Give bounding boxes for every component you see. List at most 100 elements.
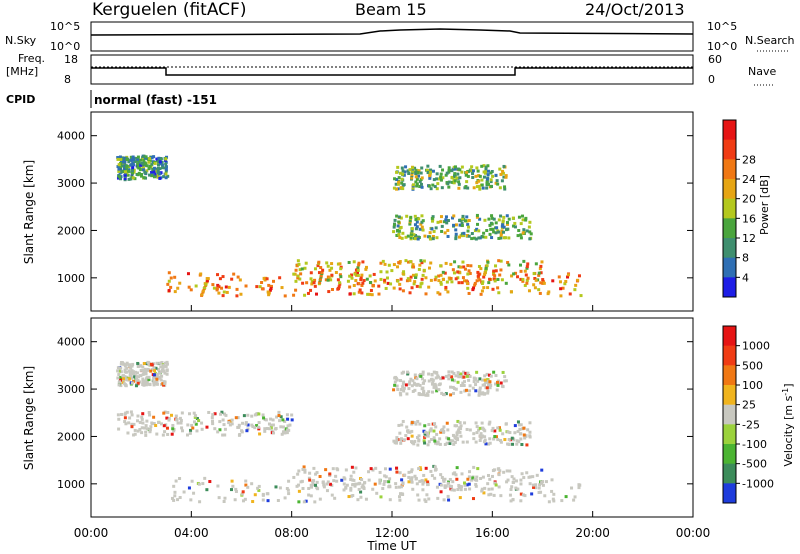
velocity-pixel [178,477,182,481]
velocity-pixel [451,472,455,476]
power-pixel [119,177,123,181]
velocity-pixel [148,413,152,417]
velocity-pixel [189,498,193,502]
velocity-pixel [133,432,137,436]
power-pixel [137,171,141,175]
velocity-pixel [475,431,479,435]
velocity-pixel [411,487,415,491]
power-pixel [519,233,523,237]
velocity-pixel [471,476,475,480]
velocity-pixel [211,422,215,426]
power-pixel [158,158,162,162]
power-pixel [446,182,450,186]
velocity-pixel [564,495,568,499]
power-pixel [136,162,140,166]
velocity-pixel [476,467,480,471]
power-pixel [131,171,135,175]
velocity-pixel [511,442,515,446]
velocity-pixel [467,393,471,397]
velocity-pixel [152,422,156,426]
power-pixel [460,281,464,285]
velocity-pixel [511,498,515,502]
velocity-pixel [452,488,456,492]
power-pixel [429,168,433,172]
velocity-pixel [137,375,141,379]
nave-tick-top: 60 [708,53,722,66]
velocity-pixel [395,466,399,470]
velocity-pixel [333,496,337,500]
power-pixel [450,176,454,180]
velocity-pixel [342,488,346,492]
velocity-pixel [413,373,417,377]
power-pixel [330,262,334,266]
power-pixel [330,287,334,291]
velocity-pixel [406,437,410,441]
velocity-pixel [347,495,351,499]
freq-tick-bottom: 8 [64,73,71,86]
power-pixel [542,281,546,285]
power-pixel [123,173,127,177]
x-tick-label: 16:00 [475,526,510,540]
power-pixel [396,182,400,186]
velocity-pixel [383,474,387,478]
power-pixel [433,278,437,282]
velocity-pixel [438,437,442,441]
velocity-pixel [190,479,194,483]
velocity-pixel [367,470,371,474]
power-pixel [457,265,461,269]
velocity-pixel [157,420,161,424]
power-pixel [125,169,129,173]
velocity-pixel [349,488,353,492]
power-pixel [260,287,264,291]
cpid-text: normal (fast) -151 [94,93,217,107]
velocity-pixel [149,362,153,366]
velocity-pixel [362,485,366,489]
velocity-pixel [398,391,402,395]
velocity-pixel [488,420,492,424]
velocity-pixel [378,470,382,474]
power-pixel [475,227,479,231]
power-pixel [313,267,317,271]
power-pixel [538,291,542,295]
velocity-pixel [478,377,482,381]
power-pixel [377,284,381,288]
power-pixel [310,282,314,286]
colorbar-tick-label: 100 [742,379,763,392]
velocity-pixel [328,472,332,476]
velocity-pixel [435,389,439,393]
velocity-pixel [158,371,162,375]
velocity-pixel [279,425,283,429]
power-pixel [156,175,160,179]
velocity-pixel [163,430,167,434]
velocity-pixel [256,486,260,490]
velocity-pixel [401,419,405,423]
power-pixel [500,229,504,233]
power-pixel [419,171,423,175]
velocity-pixel [521,493,525,497]
power-pixel [493,274,497,278]
velocity-pixel [328,482,332,486]
power-pixel [441,270,445,274]
velocity-pixel [315,486,319,490]
velocity-pixel [170,496,174,500]
power-pixel [481,186,485,190]
velocity-pixel [450,375,454,379]
velocity-pixel [307,476,311,480]
velocity-pixel [508,469,512,473]
power-pixel [294,268,298,272]
power-pixel [267,283,271,287]
velocity-pixel [416,493,420,497]
power-pixel [413,223,417,227]
velocity-pixel [523,494,527,498]
power-pixel [444,173,448,177]
velocity-pixel [257,412,261,416]
power-pixel [434,275,438,279]
power-pixel [499,259,503,263]
velocity-scatter [116,360,582,504]
power-pixel [236,275,240,279]
velocity-pixel [118,380,122,384]
velocity-pixel [277,410,281,414]
power-pixel [119,158,123,162]
velocity-pixel [350,465,354,469]
power-pixel [370,293,374,297]
